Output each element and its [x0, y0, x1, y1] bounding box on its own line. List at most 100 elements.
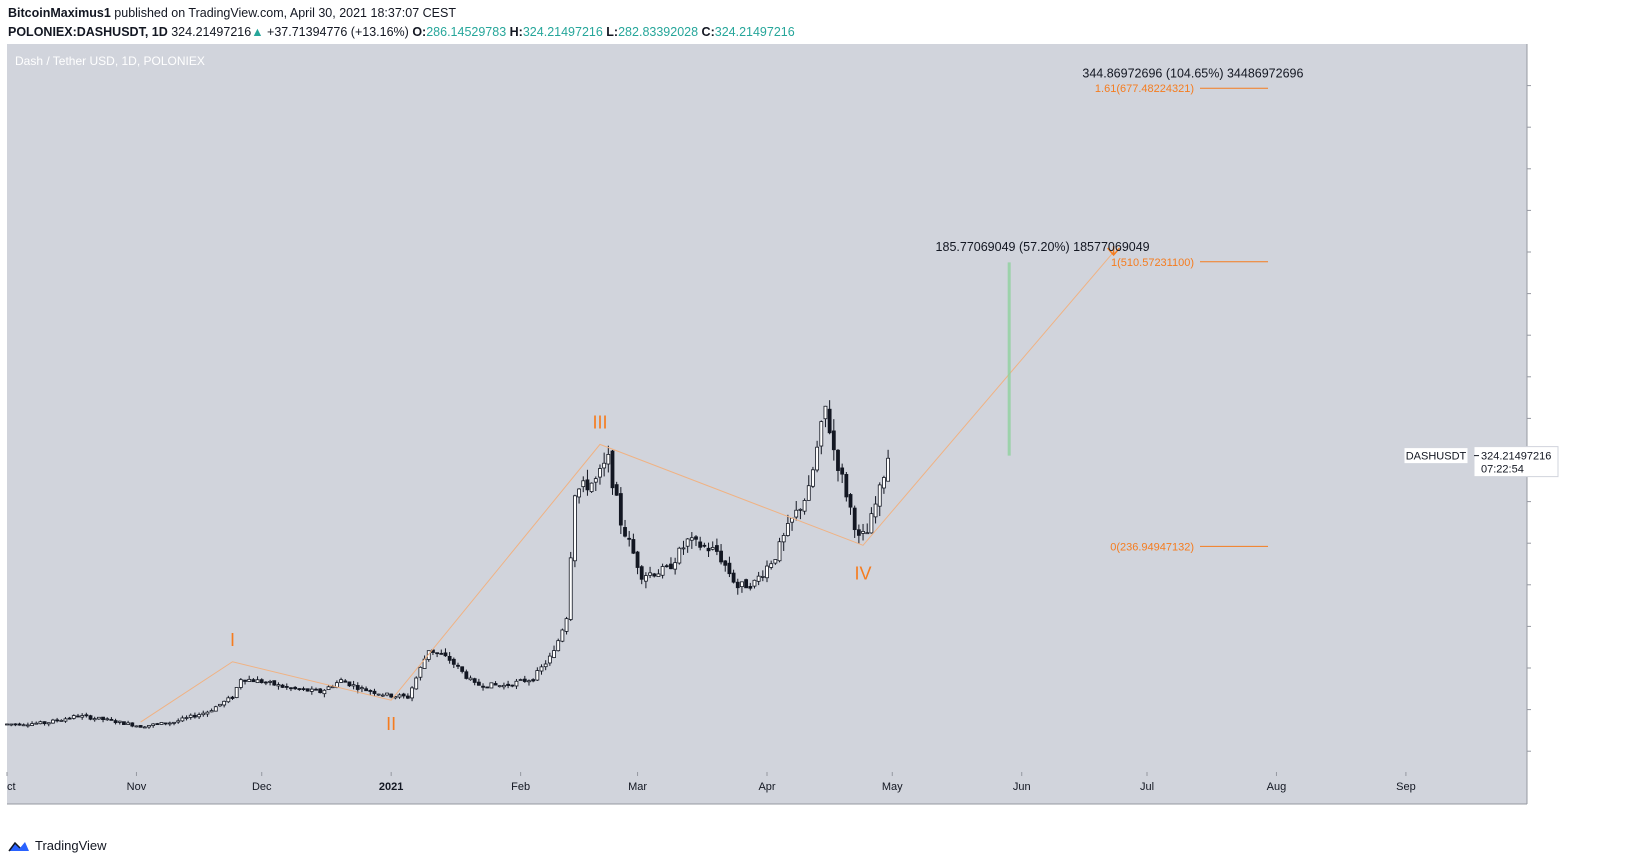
- candle-body: [493, 683, 498, 686]
- candle-body: [514, 680, 519, 687]
- candle-body: [644, 575, 648, 582]
- candle-body: [560, 629, 565, 642]
- candle-body: [42, 721, 47, 725]
- price-tick-label: 240.00000000: [1535, 538, 1605, 550]
- candle-body: [873, 503, 878, 518]
- candle-body: [126, 722, 130, 725]
- candle-body: [272, 680, 277, 686]
- price-tick-label: 360.00000000: [1535, 413, 1605, 425]
- target-arrow-icon: [1107, 246, 1121, 257]
- price-tick-label: 160.00000000: [1535, 621, 1605, 633]
- candle-body: [109, 718, 114, 721]
- candle-body: [414, 677, 419, 690]
- candle-body: [598, 468, 602, 478]
- wave-count-line: [140, 251, 1114, 723]
- header-line-2: POLONIEX:DASHUSDT, 1D 324.21497216▲ +37.…: [8, 23, 795, 42]
- candle-body: [819, 421, 824, 447]
- footer-brand-label: TradingView: [35, 838, 107, 853]
- candle-body: [147, 725, 151, 728]
- candle-body: [648, 572, 652, 576]
- candle-body: [372, 690, 377, 694]
- candle-body: [714, 545, 719, 552]
- candle-body: [447, 655, 452, 661]
- candles-layer: [5, 400, 890, 729]
- candle-body: [677, 547, 682, 564]
- candle-body: [798, 508, 803, 511]
- candle-body: [180, 717, 185, 722]
- price-tick-label: 280.00000000: [1535, 497, 1605, 509]
- candle-body: [685, 538, 690, 547]
- candle-body: [886, 457, 890, 482]
- candle-body: [694, 536, 698, 540]
- candle-body: [472, 678, 477, 683]
- close-value: 324.21497216: [714, 25, 795, 39]
- price-tick-label: 600.00000000: [1535, 164, 1605, 176]
- candle-body: [230, 696, 235, 699]
- candle-body: [201, 712, 206, 716]
- candle-body: [481, 685, 485, 688]
- header-line-1: BitcoinMaximus1 published on TradingView…: [8, 4, 795, 23]
- footer-brand[interactable]: TradingView: [8, 838, 107, 853]
- candle-body: [426, 650, 431, 660]
- candle-body: [710, 547, 715, 550]
- candle-body: [760, 576, 765, 578]
- candle-body: [815, 446, 820, 471]
- candle-body: [573, 495, 577, 562]
- candle-body: [205, 711, 210, 715]
- wave-label-iii: III: [592, 412, 607, 432]
- candle-body: [744, 579, 749, 589]
- price-tick-label: 120.00000000: [1535, 663, 1605, 675]
- candle-body: [314, 688, 318, 691]
- candle-body: [543, 663, 548, 668]
- candle-body: [293, 686, 298, 690]
- candle-body: [794, 509, 799, 518]
- candle-body: [627, 537, 632, 540]
- candle-body: [92, 718, 97, 721]
- author-name[interactable]: BitcoinMaximus1: [8, 6, 111, 20]
- time-axis[interactable]: ct Nov Dec 2021 Feb Mar Apr May Jun Jul Aug Sep: [6, 772, 1416, 793]
- candle-body: [727, 562, 732, 575]
- candle-body: [464, 671, 469, 679]
- candle-body: [330, 686, 335, 689]
- time-tick-label: Mar: [628, 781, 647, 793]
- candle-body: [618, 493, 623, 526]
- time-tick-label: Aug: [1267, 781, 1287, 793]
- candle-body: [96, 716, 101, 720]
- currency-label: USDT: [1568, 56, 1598, 68]
- candle-body: [167, 722, 172, 725]
- candle-body: [117, 720, 122, 723]
- fib-level-label: 0(236.94947132): [1110, 541, 1194, 553]
- candle-body: [163, 722, 168, 725]
- candle-body: [673, 562, 678, 570]
- candle-body: [401, 693, 406, 697]
- candle-body: [418, 666, 423, 678]
- candle-body: [226, 697, 231, 703]
- candle-body: [322, 689, 327, 695]
- price-tick-label: 680.00000000: [1535, 81, 1605, 93]
- up-arrow-icon: ▲: [251, 25, 264, 39]
- candle-body: [460, 666, 465, 672]
- candle-body: [606, 453, 611, 465]
- price-tick-label: 640.00000000: [1535, 122, 1605, 134]
- candle-body: [731, 572, 736, 583]
- candle-body: [585, 479, 590, 491]
- candle-body: [276, 684, 281, 687]
- candle-body: [280, 684, 285, 688]
- candle-body: [343, 680, 348, 683]
- symbol-label[interactable]: POLONIEX:DASHUSDT, 1D: [8, 25, 168, 39]
- tradingview-logo-icon: [8, 841, 29, 851]
- candle-body: [748, 586, 753, 589]
- candle-body: [17, 723, 22, 726]
- candle-body: [552, 650, 556, 658]
- wave-label-ii: II: [386, 714, 396, 734]
- candle-body: [159, 722, 164, 725]
- price-axis[interactable]: 40.00000000 80.00000000 120.00000000 160.00…: [1527, 81, 1605, 759]
- candle-body: [243, 679, 247, 682]
- time-tick-label: Dec: [252, 781, 272, 793]
- plot-area[interactable]: [7, 44, 1527, 804]
- measure-bar: [1007, 262, 1011, 456]
- candle-body: [489, 682, 494, 689]
